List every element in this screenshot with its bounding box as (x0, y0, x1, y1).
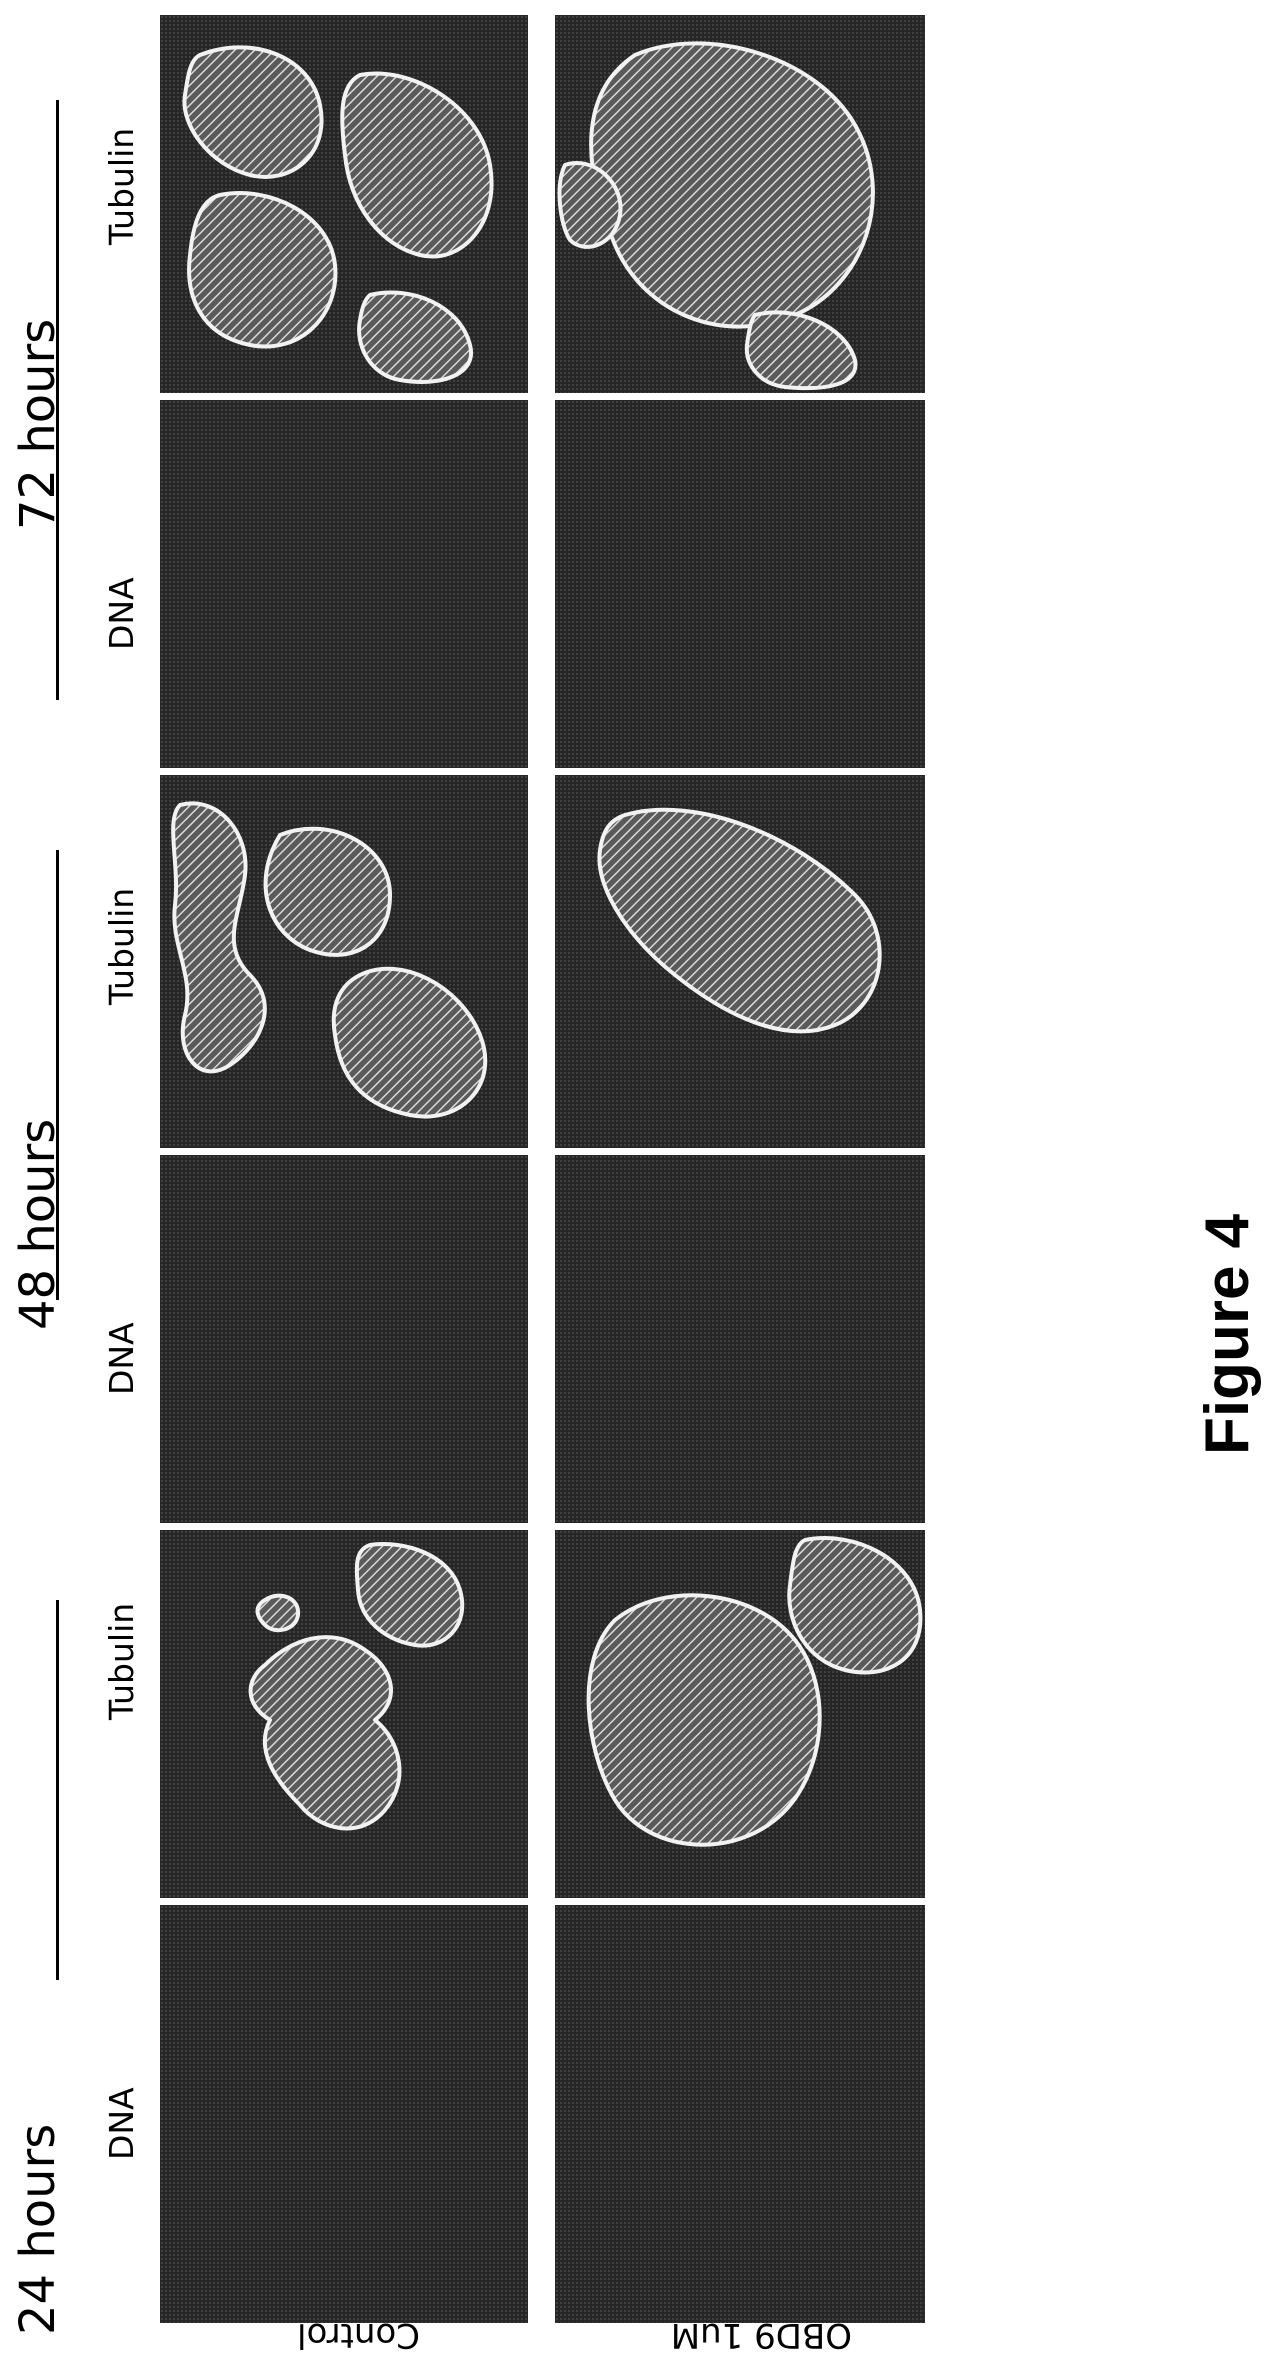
channel-label-tubulin-48h: Tubulin (102, 888, 141, 1005)
timepoint-rule-24h (56, 1600, 59, 1980)
channel-label-dna-72h: DNA (102, 577, 141, 650)
channel-label-tubulin-24h: Tubulin (102, 1603, 141, 1720)
timepoint-rule-72h (56, 100, 59, 700)
image-obd9-72h-dna (555, 400, 925, 768)
cell-shapes (160, 15, 528, 393)
image-obd9-24h-dna (555, 1905, 925, 2323)
cell-shapes (160, 775, 528, 1148)
channel-label-dna-24h: DNA (102, 2087, 141, 2160)
image-control-72h-dna (160, 400, 528, 768)
channel-label-dna-48h: DNA (102, 1322, 141, 1395)
image-control-24h-tubulin (160, 1530, 528, 1898)
figure-label: Figure 4 (1192, 1214, 1263, 1455)
cell-shapes (555, 775, 925, 1148)
timepoint-label-24h: 24 hours (10, 2124, 66, 2335)
row-label-obd9: OBD9 1uM (671, 2315, 852, 2355)
image-obd9-48h-tubulin (555, 775, 925, 1148)
cell-shapes (555, 15, 925, 393)
timepoint-rule-48h (56, 850, 59, 1300)
image-obd9-48h-dna (555, 1155, 925, 1523)
image-control-48h-dna (160, 1155, 528, 1523)
image-obd9-72h-tubulin (555, 15, 925, 393)
cell-shapes (160, 1530, 528, 1898)
image-control-24h-dna (160, 1905, 528, 2323)
cell-shapes (555, 1530, 925, 1898)
row-label-control: Control (297, 2315, 420, 2355)
image-control-72h-tubulin (160, 15, 528, 393)
image-control-48h-tubulin (160, 775, 528, 1148)
image-obd9-24h-tubulin (555, 1530, 925, 1898)
channel-label-tubulin-72h: Tubulin (102, 128, 141, 245)
